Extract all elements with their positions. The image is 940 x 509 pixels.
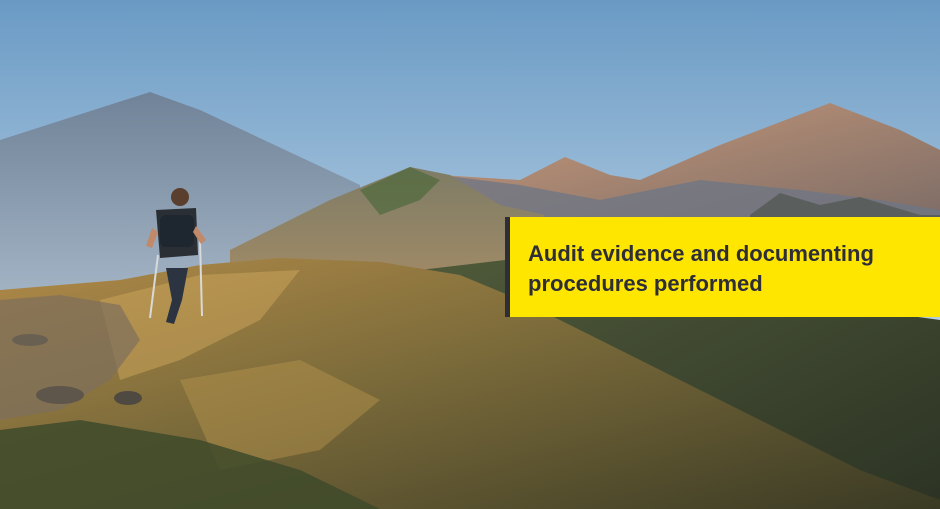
foreground-shadow (0, 420, 380, 509)
hiker-figure (146, 188, 206, 324)
title-banner: Audit evidence and documenting procedure… (505, 217, 940, 317)
title-line-1: Audit evidence and documenting (528, 241, 874, 266)
trail-rock (114, 391, 142, 405)
sunlit-grass-lower (180, 360, 380, 470)
trail-rock (36, 386, 84, 404)
sunlit-grass (100, 270, 300, 380)
rocky-trail (0, 295, 140, 420)
title-line-2: procedures performed (528, 271, 763, 296)
hill-grass-patch (360, 167, 440, 215)
trail-rock (12, 334, 48, 346)
middle-hill (230, 167, 545, 280)
